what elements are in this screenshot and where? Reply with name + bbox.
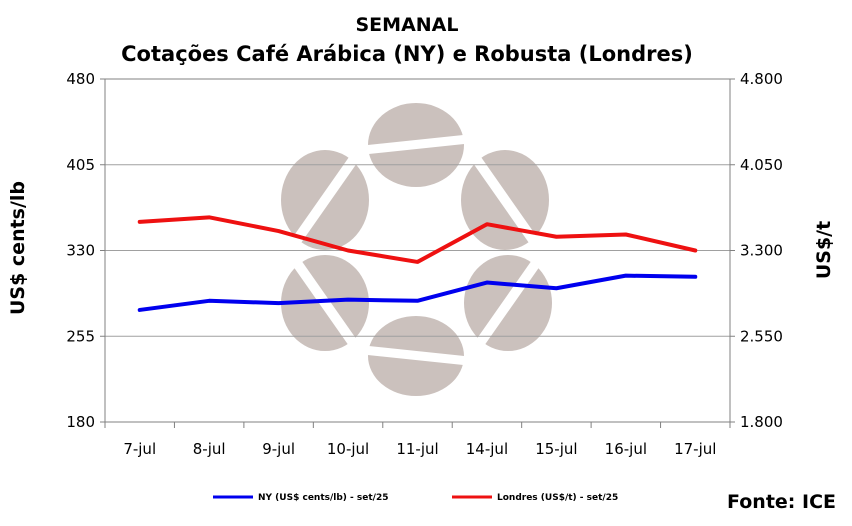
x-tick-label: 16-jul xyxy=(605,440,647,458)
right-tick-label: 4.800 xyxy=(740,70,783,88)
series-1-point xyxy=(138,220,142,224)
right-tick-label: 2.550 xyxy=(740,327,783,345)
series-1-point xyxy=(277,229,281,233)
left-tick-label: 330 xyxy=(66,242,95,260)
x-tick-label: 11-jul xyxy=(396,440,438,458)
series-0-point xyxy=(554,286,558,290)
series-1-point xyxy=(485,222,489,226)
legend-label-ny: NY (US$ cents/lb) - set/25 xyxy=(258,493,389,503)
series-1-point xyxy=(207,215,211,219)
left-tick-label: 405 xyxy=(66,156,95,174)
series-layer xyxy=(137,215,698,312)
legend: NY (US$ cents/lb) - set/25 Londres (US$/… xyxy=(213,493,618,503)
right-axis: 1.800 2.550 3.300 4.050 4.800 xyxy=(730,70,783,431)
x-tick-label: 10-jul xyxy=(327,440,369,458)
x-axis: 7-jul 8-jul 9-jul 10-jul 11-jul 14-jul 15-jul 1… xyxy=(104,422,731,458)
chart-subtitle: Cotações Café Arábica (NY) e Robusta (Lo… xyxy=(121,42,693,66)
gridlines xyxy=(105,164,730,337)
series-1-point xyxy=(346,249,350,252)
series-1-point xyxy=(416,260,419,264)
left-axis: 180 255 330 405 480 xyxy=(66,70,105,431)
left-axis-title: US$ cents/lb xyxy=(7,181,29,315)
series-1-point xyxy=(693,249,697,252)
right-tick-label: 1.800 xyxy=(740,413,783,431)
series-0-point xyxy=(693,275,697,279)
series-0-point xyxy=(138,308,142,312)
left-tick-label: 180 xyxy=(66,413,95,431)
right-tick-label: 4.050 xyxy=(740,156,783,174)
x-tick-label: 15-jul xyxy=(535,440,577,458)
legend-label-londres: Londres (US$/t) - set/25 xyxy=(497,493,618,503)
x-tick-label: 8-jul xyxy=(193,440,226,458)
x-tick-label: 17-jul xyxy=(674,440,716,458)
coffee-beans-watermark xyxy=(281,103,552,396)
series-0-point xyxy=(207,299,211,303)
series-line-1 xyxy=(137,215,698,264)
series-1-point xyxy=(624,232,628,236)
right-axis-title: US$/t xyxy=(813,221,835,279)
series-line-0 xyxy=(137,273,698,312)
series-0-point xyxy=(346,298,350,302)
series-0-point xyxy=(277,301,281,305)
series-0-point xyxy=(624,274,628,278)
series-0-point xyxy=(416,299,419,303)
right-tick-label: 3.300 xyxy=(740,242,783,260)
series-1-point xyxy=(554,235,558,239)
left-tick-label: 255 xyxy=(66,327,95,345)
series-0-point xyxy=(485,281,489,285)
x-tick-label: 7-jul xyxy=(123,440,156,458)
left-tick-label: 480 xyxy=(66,70,95,88)
x-tick-label: 9-jul xyxy=(262,440,295,458)
x-tick-label: 14-jul xyxy=(466,440,508,458)
chart-title: SEMANAL xyxy=(356,14,459,36)
source-note: Fonte: ICE xyxy=(727,491,836,513)
